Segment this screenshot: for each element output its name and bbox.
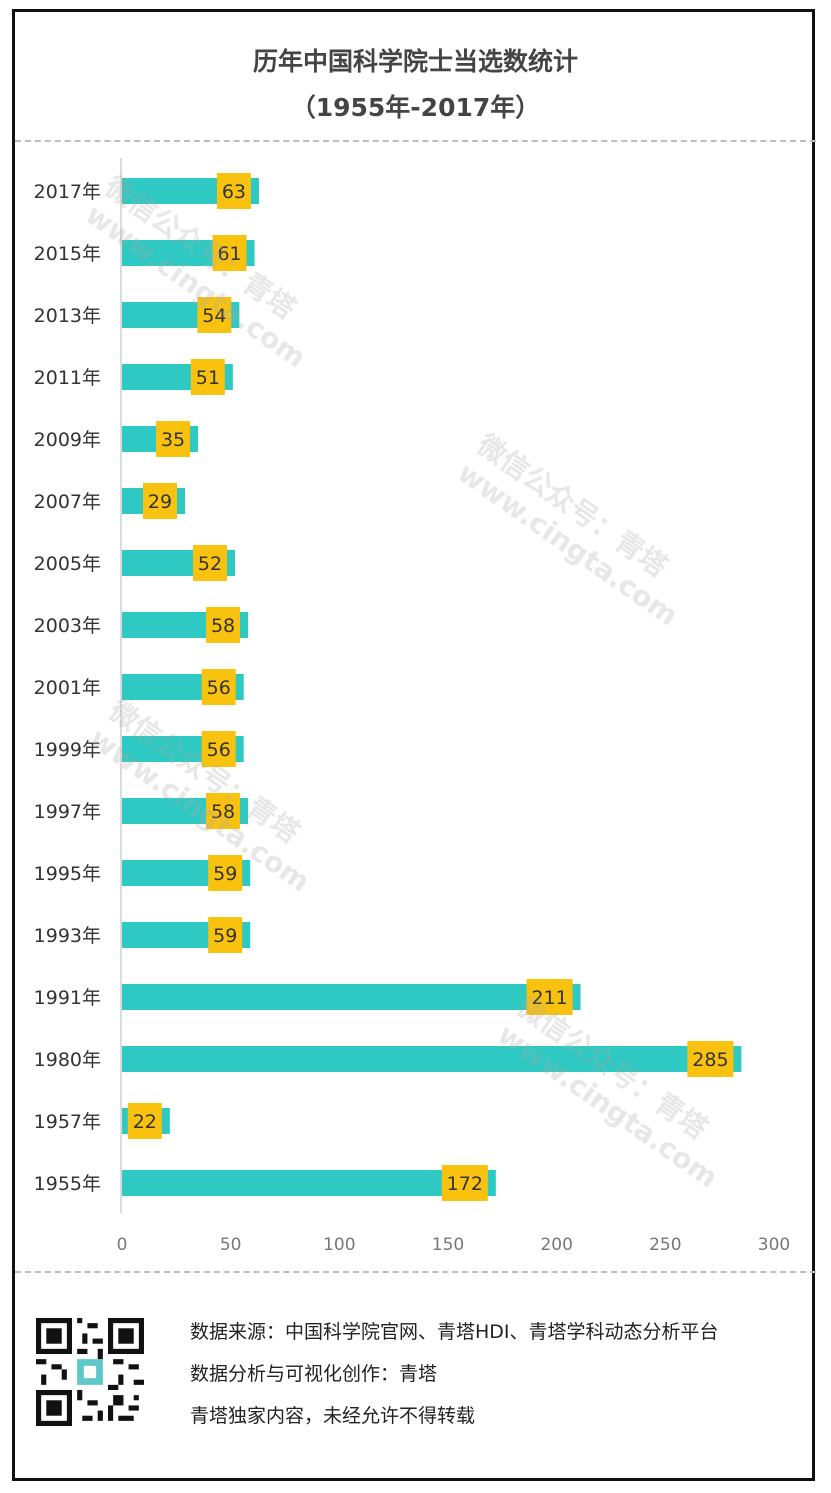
data-label-box [208,917,243,953]
x-tick-label: 150 [432,1235,464,1255]
category-label: 2015年 [34,243,101,265]
data-label: 211 [531,987,567,1009]
data-label: 54 [202,305,226,327]
chart-subtitle: （1955年-2017年） [290,93,541,122]
category-label: 1999年 [34,739,101,761]
category-label: 1957年 [34,1111,101,1133]
data-label: 22 [133,1111,157,1133]
category-label: 2003年 [34,615,101,637]
bar [122,1170,496,1196]
copyright-line: 青塔独家内容，未经允许不得转载 [190,1405,476,1427]
x-tick-label: 200 [540,1235,572,1255]
category-label: 2005年 [34,553,101,575]
category-label: 1993年 [34,925,101,947]
data-label-box [201,731,236,767]
chart-title: 历年中国科学院士当选数统计 [252,47,578,76]
x-tick-label: 100 [323,1235,355,1255]
data-label: 285 [692,1049,728,1071]
data-label-box [441,1165,488,1201]
data-label-box [208,855,243,891]
category-label: 1995年 [34,863,101,885]
bar [122,1046,742,1072]
data-label: 59 [213,925,237,947]
source-line: 数据来源：中国科学院官网、青塔HDI、青塔学科动态分析平台 [190,1321,719,1343]
data-label: 63 [222,181,246,203]
data-label-box [197,297,232,333]
bottom-divider [15,1271,816,1273]
data-label: 58 [211,801,235,823]
top-divider [15,140,816,142]
data-label-box [201,669,236,705]
data-label-box [206,793,241,829]
data-label-box [127,1103,162,1139]
category-label: 1955年 [34,1173,101,1195]
bar-chart: 2017年 63 2015年 61 2013年 54 2011年 51 2009年 35 2007年… [34,158,790,1255]
data-label-box [212,235,247,271]
data-label-box [206,607,241,643]
bar [122,984,581,1010]
category-label: 2011年 [34,367,101,389]
chart-frame [12,9,815,1481]
data-label: 59 [213,863,237,885]
data-label: 51 [196,367,220,389]
category-label: 1991年 [34,987,101,1009]
x-tick-label: 0 [117,1235,128,1255]
data-label-box [193,545,228,581]
category-label: 1997年 [34,801,101,823]
data-label: 35 [161,429,185,451]
data-label: 29 [148,491,172,513]
data-label: 58 [211,615,235,637]
qr-code [36,1318,144,1426]
category-label: 2017年 [34,181,101,203]
category-label: 2007年 [34,491,101,513]
data-label-box [526,979,573,1015]
category-label: 1980年 [34,1049,101,1071]
x-tick-label: 50 [220,1235,242,1255]
category-label: 2009年 [34,429,101,451]
data-label: 52 [198,553,222,575]
data-label-box [156,421,191,457]
data-label-box [190,359,225,395]
category-label: 2001年 [34,677,101,699]
data-label-box [687,1041,734,1077]
data-label: 61 [217,243,241,265]
category-label: 2013年 [34,305,101,327]
credit-line: 数据分析与可视化创作：青塔 [190,1363,438,1385]
data-label: 56 [207,739,231,761]
data-label: 56 [207,677,231,699]
x-tick-label: 250 [649,1235,681,1255]
data-label-box [216,173,251,209]
data-label-box [143,483,178,519]
x-tick-label: 300 [758,1235,790,1255]
data-label: 172 [447,1173,483,1195]
